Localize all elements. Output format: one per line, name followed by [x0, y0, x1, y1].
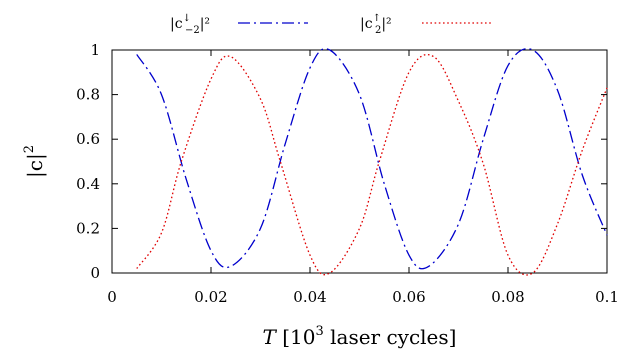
x-tick-label: 0: [107, 288, 117, 306]
legend-label-1: |c↓ −2|²: [170, 13, 210, 36]
x-tick-label: 0.08: [491, 288, 524, 306]
series-layer: [136, 47, 608, 276]
plot-frame: [111, 49, 608, 274]
x-tick-label: 0.02: [194, 288, 227, 306]
legend: |c↓ −2|² |c↑ 2|²: [170, 13, 492, 36]
series-line-2: [136, 53, 608, 276]
y-axis-title: |c|2: [22, 145, 48, 178]
plot-border: [111, 49, 608, 274]
axes: 0 0.02 0.04 0.06 0.08 0.1 0 0.2 0.4 0.6 0.8 1 T [103…: [22, 41, 619, 349]
x-tick-label: 0.1: [595, 288, 619, 306]
y-tick-label: 0.6: [76, 130, 100, 148]
y-tick-label: 0.2: [76, 219, 100, 237]
y-tick-label: 1: [90, 41, 100, 59]
y-tick-label: 0.8: [76, 86, 100, 104]
legend-label-2: |c↑ 2|²: [360, 13, 392, 36]
x-axis-title: T [103 laser cycles]: [263, 324, 457, 349]
x-tick-label: 0.06: [392, 288, 425, 306]
series-line-1: [136, 47, 608, 270]
x-tick-label: 0.04: [293, 288, 326, 306]
y-tick-label: 0: [90, 264, 100, 282]
y-tick-label: 0.4: [76, 175, 100, 193]
